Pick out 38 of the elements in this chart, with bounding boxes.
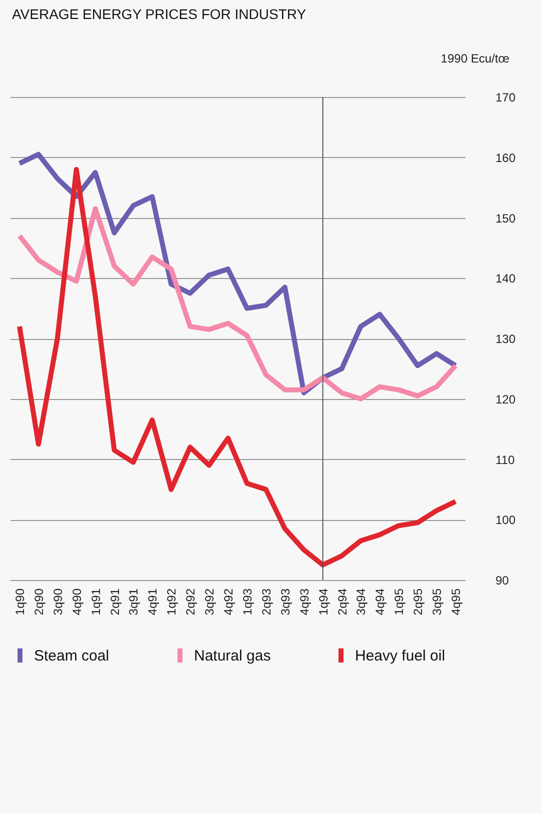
- x-tick-label: 3q93: [278, 588, 292, 616]
- x-tick-label: 2q94: [335, 588, 350, 616]
- legend-label: Heavy fuel oil: [355, 647, 446, 664]
- x-tick-label: 3q90: [50, 588, 65, 616]
- x-tick-label: 2q92: [184, 588, 198, 616]
- x-tick-label: 1q95: [392, 588, 406, 616]
- x-tick-label: 4q90: [70, 588, 84, 616]
- x-tick-label: 2q95: [411, 588, 426, 616]
- x-tick-label: 4q91: [146, 588, 160, 616]
- x-tick-label: 4q93: [297, 588, 312, 616]
- x-tick-label: 2q93: [259, 588, 274, 616]
- chart-title: AVERAGE ENERGY PRICES FOR INDUSTRY: [12, 6, 307, 22]
- y-tick-label: 160: [496, 150, 516, 165]
- x-tick-label: 2q91: [108, 588, 122, 616]
- y-tick-label: 90: [496, 574, 510, 588]
- y-axis-title: 1990 Ecu/tœ: [440, 52, 510, 66]
- x-tick-label: 1q90: [12, 588, 27, 616]
- y-tick-label: 140: [496, 272, 516, 286]
- y-tick-label: 170: [496, 90, 516, 104]
- x-tick-label: 1q94: [316, 588, 330, 616]
- x-tick-label: 1q91: [88, 588, 103, 616]
- x-tick-label: 4q92: [222, 588, 236, 616]
- legend-label: Steam coal: [34, 647, 110, 664]
- x-tick-label: 3q94: [354, 588, 368, 616]
- y-tick-label: 110: [496, 452, 515, 467]
- x-tick-label: 1q92: [164, 588, 179, 616]
- x-tick-label: 4q94: [373, 588, 388, 616]
- y-tick-label: 120: [496, 392, 516, 406]
- x-tick-label: 3q91: [126, 588, 141, 616]
- x-tick-label: 2q90: [32, 588, 46, 616]
- x-tick-label: 3q92: [202, 588, 217, 616]
- x-tick-label: 4q95: [449, 588, 464, 616]
- x-tick-label: 1q93: [240, 588, 254, 616]
- x-tick-label: 3q95: [430, 588, 444, 616]
- y-tick-label: 150: [496, 211, 516, 226]
- legend-label: Natural gas: [194, 647, 271, 664]
- y-tick-label: 130: [496, 332, 516, 346]
- y-tick-label: 100: [496, 513, 516, 528]
